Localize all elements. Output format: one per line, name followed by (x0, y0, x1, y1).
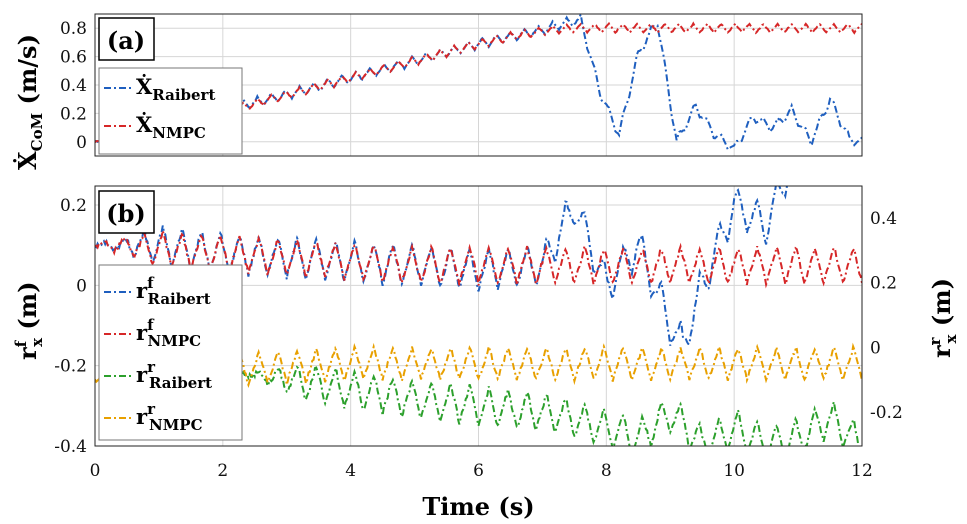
y-right-axis-unit: (m) (927, 278, 956, 334)
series-line-f-raibert (95, 186, 788, 346)
y-left-axis-superscript: f (12, 339, 30, 347)
y-right-axis-symbol: r (927, 345, 956, 358)
y-axis-symbol: Ẋ (13, 151, 42, 170)
y-tick-label: 0.6 (60, 48, 87, 68)
y-tick-label: 0.8 (60, 19, 87, 39)
legend-subscript: NMPC (148, 332, 202, 350)
x-tick-label: 2 (217, 461, 228, 481)
legend-entry-nmpc: ẊNMPC (136, 112, 206, 142)
x-tick-label: 12 (851, 461, 873, 481)
y-left-axis-label: rfx (m) (12, 281, 46, 360)
panel-label: (b) (106, 199, 146, 228)
legend-superscript: r (147, 400, 156, 418)
legend-superscript: f (147, 316, 155, 334)
y-left-tick-label: -0.4 (54, 437, 87, 457)
panel-label: (a) (107, 26, 145, 55)
legend-entry-f-nmpc: rf NMPC (136, 316, 201, 350)
y-left-tick-label: -0.2 (54, 357, 87, 377)
legend-box (98, 67, 243, 155)
legend-symbol: r (136, 320, 148, 345)
y-tick-label: 0.2 (60, 104, 87, 124)
legend-entry-f-raibert: rf Raibert (136, 274, 211, 308)
legend-subscript: NMPC (152, 124, 206, 142)
legend-subscript: Raibert (149, 374, 212, 392)
legend-entry-r-nmpc: rr NMPC (136, 400, 203, 434)
y-right-tick-label: 0.2 (870, 274, 897, 294)
x-tick-label: 6 (473, 461, 484, 481)
legend-subscript: NMPC (149, 416, 203, 434)
legend-superscript: f (147, 274, 155, 292)
legend-entry-r-raibert: rr Raibert (136, 358, 212, 392)
legend-symbol: Ẋ (136, 74, 153, 99)
y-right-axis-subscript: x (942, 333, 960, 343)
y-right-axis-label: rrx (m) (926, 278, 960, 358)
legend-symbol: r (136, 404, 148, 429)
x-axis-label: Time (s) (422, 492, 534, 521)
y-right-tick-label: 0.4 (870, 209, 897, 229)
series-line-r-raibert (241, 365, 860, 446)
legend-symbol: Ẋ (136, 112, 153, 137)
y-left-axis-symbol: r (13, 347, 42, 360)
legend-box (98, 264, 243, 441)
panel-b-foot-position-plot: 0 2 4 6 8 10 120.20-0.2-0.40.40.20-0.2(b)rf Rai… (12, 185, 960, 521)
y-right-axis-superscript: r (926, 336, 944, 345)
x-tick-label: 0 (90, 461, 101, 481)
panel-label-box (98, 190, 155, 234)
plot-frame (94, 13, 863, 157)
legend-entry-raibert: ẊRaibert (136, 74, 215, 104)
legend-subscript: Raibert (152, 86, 215, 104)
y-left-axis-subscript: x (28, 337, 46, 347)
y-left-tick-label: 0 (76, 276, 87, 296)
legend-subscript: Raibert (148, 290, 211, 308)
x-tick-label: 8 (601, 461, 612, 481)
legend-superscript: r (147, 358, 156, 376)
x-tick-label: 10 (723, 461, 745, 481)
y-right-tick-label: -0.2 (870, 403, 903, 423)
y-right-tick-label: 0 (870, 338, 881, 358)
y-tick-label: 0.4 (60, 76, 87, 96)
series-line-f-nmpc (95, 229, 862, 289)
y-left-axis-unit: (m) (13, 281, 42, 337)
legend-symbol: r (136, 362, 148, 387)
panel-label-box (98, 17, 155, 61)
x-tick-label: 4 (345, 461, 356, 481)
y-axis-label: ẊCoM (m/s) (13, 34, 46, 170)
y-left-tick-label: 0.2 (60, 196, 87, 216)
plot-frame (94, 185, 863, 447)
y-axis-subscript: CoM (28, 113, 46, 152)
legend-symbol: r (136, 278, 148, 303)
y-axis-unit: (m/s) (13, 34, 42, 113)
y-tick-label: 0 (76, 133, 87, 153)
